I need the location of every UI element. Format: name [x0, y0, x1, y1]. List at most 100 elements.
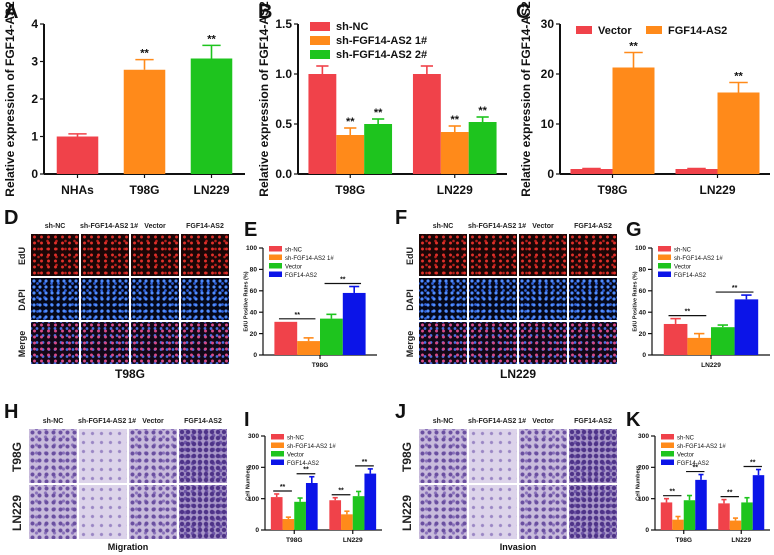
- legend-swatch: [661, 459, 674, 465]
- x-tick-label: LN229: [437, 183, 473, 197]
- legend-swatch: [661, 442, 674, 448]
- y-axis-label: Relative expression of FGF14-AS2: [257, 1, 271, 197]
- bar: [752, 475, 765, 530]
- bar: [364, 473, 377, 530]
- h-transwell-image: [78, 428, 128, 484]
- bar: [282, 519, 295, 530]
- significance-marker: **: [338, 488, 344, 495]
- bar: [352, 496, 365, 530]
- column-header: Vector: [532, 223, 554, 230]
- legend-label: sh-NC: [677, 436, 695, 442]
- x-tick-label: T98G: [335, 183, 365, 197]
- bar: [412, 74, 441, 174]
- y-tick-label: 0: [31, 167, 38, 181]
- panel-label-i: I: [244, 409, 250, 431]
- panel-label-k: K: [626, 409, 641, 431]
- x-tick-label: LN229: [343, 537, 363, 544]
- bar: [683, 500, 696, 530]
- j-transwell-image: [468, 484, 518, 540]
- y-tick-label: 0: [547, 167, 554, 181]
- column-header: sh-NC: [42, 418, 64, 425]
- x-tick-label: LN229: [731, 537, 751, 544]
- x-tick-label: LN229: [193, 183, 229, 197]
- bar: [336, 135, 365, 174]
- y-axis-label: Cell Numbers: [636, 465, 642, 500]
- column-header: FGF14-AS2: [184, 418, 222, 425]
- x-tick-label: T98G: [676, 537, 693, 544]
- chart-panel-e: 0 20 40 60 80 100 EdU Positive Rates (%) T98G **…: [244, 245, 377, 369]
- chart-panel-b: 0.0 0.5 1.0 1.5 Relative expression of FGF14…: [257, 1, 507, 197]
- panel-label-f: F: [395, 207, 408, 229]
- bar: [341, 514, 353, 530]
- legend-swatch: [661, 451, 674, 457]
- d-merge-image: [180, 321, 230, 365]
- bar: [308, 74, 337, 174]
- legend-swatch: [658, 263, 671, 269]
- bar: [695, 479, 707, 530]
- d-edu-image: [30, 233, 80, 277]
- f-dapi-image: [468, 277, 518, 321]
- d-edu-image: [180, 233, 230, 277]
- legend-swatch: [576, 26, 592, 34]
- column-header: Vector: [532, 418, 554, 425]
- f-dapi-image: [568, 277, 618, 321]
- legend-label: Vector: [287, 453, 304, 459]
- j-transwell-image: [418, 428, 468, 484]
- significance-marker: **: [670, 489, 676, 496]
- legend-swatch: [310, 50, 330, 59]
- y-tick-label: 80: [639, 267, 647, 274]
- d-dapi-image: [80, 277, 130, 321]
- d-dapi-image: [30, 277, 80, 321]
- j-transwell-image: [518, 428, 568, 484]
- panel-label-h: H: [4, 401, 19, 423]
- panel-label-e: E: [244, 219, 258, 241]
- bar: [711, 327, 735, 355]
- y-tick-label: 0: [253, 352, 257, 359]
- bar: [675, 169, 718, 174]
- significance-marker: **: [340, 277, 346, 284]
- legend-label: FGF14-AS2: [674, 273, 707, 279]
- legend-label: sh-FGF14-AS2 1#: [674, 256, 723, 262]
- bar: [717, 92, 760, 174]
- bar: [56, 136, 99, 174]
- panel-label-c: C: [516, 1, 531, 23]
- j-transwell-image: [568, 484, 618, 540]
- chart-panel-i: 0 100 200 300 Cell Numbers T98G LN229 ** ** ** ** s…: [246, 433, 382, 544]
- f-edu-image: [468, 233, 518, 277]
- legend-swatch: [310, 36, 330, 45]
- bar: [320, 318, 343, 355]
- panel-label-a: A: [4, 1, 19, 23]
- bar: [672, 519, 684, 530]
- legend-swatch: [661, 434, 674, 440]
- legend-swatch: [271, 459, 284, 465]
- column-header: sh-FGF14-AS2 1#: [468, 418, 526, 425]
- h-transwell-image: [128, 484, 178, 540]
- h-transwell-image: [78, 484, 128, 540]
- column-header: sh-FGF14-AS2 1#: [468, 223, 526, 230]
- f-merge-image: [468, 321, 518, 365]
- bar: [660, 502, 673, 530]
- d-dapi-image: [180, 277, 230, 321]
- d-merge-image: [80, 321, 130, 365]
- column-header: FGF14-AS2: [574, 223, 612, 230]
- j-transwell-image: [518, 484, 568, 540]
- x-tick-label: T98G: [597, 183, 627, 197]
- chart-panel-g: 0 20 40 60 80 100 EdU Positive Rates (%) LN229 *…: [633, 245, 770, 369]
- j-transwell-image: [468, 428, 518, 484]
- column-header: FGF14-AS2: [186, 223, 224, 230]
- legend-label: Vector: [677, 453, 694, 459]
- bar: [305, 483, 318, 530]
- y-tick-label: 1.5: [275, 17, 292, 31]
- y-tick-label: 0: [645, 527, 649, 534]
- y-tick-label: 60: [250, 288, 258, 295]
- d-dapi-image: [130, 277, 180, 321]
- legend-label: Vector: [285, 265, 302, 271]
- d-edu-image: [130, 233, 180, 277]
- column-header: sh-NC: [44, 223, 66, 230]
- panel-caption: Invasion: [499, 542, 537, 552]
- bar: [440, 132, 469, 174]
- legend-label: sh-FGF14-AS2 1#: [677, 444, 726, 450]
- y-tick-label: 300: [248, 433, 259, 440]
- x-tick-label: T98G: [129, 183, 159, 197]
